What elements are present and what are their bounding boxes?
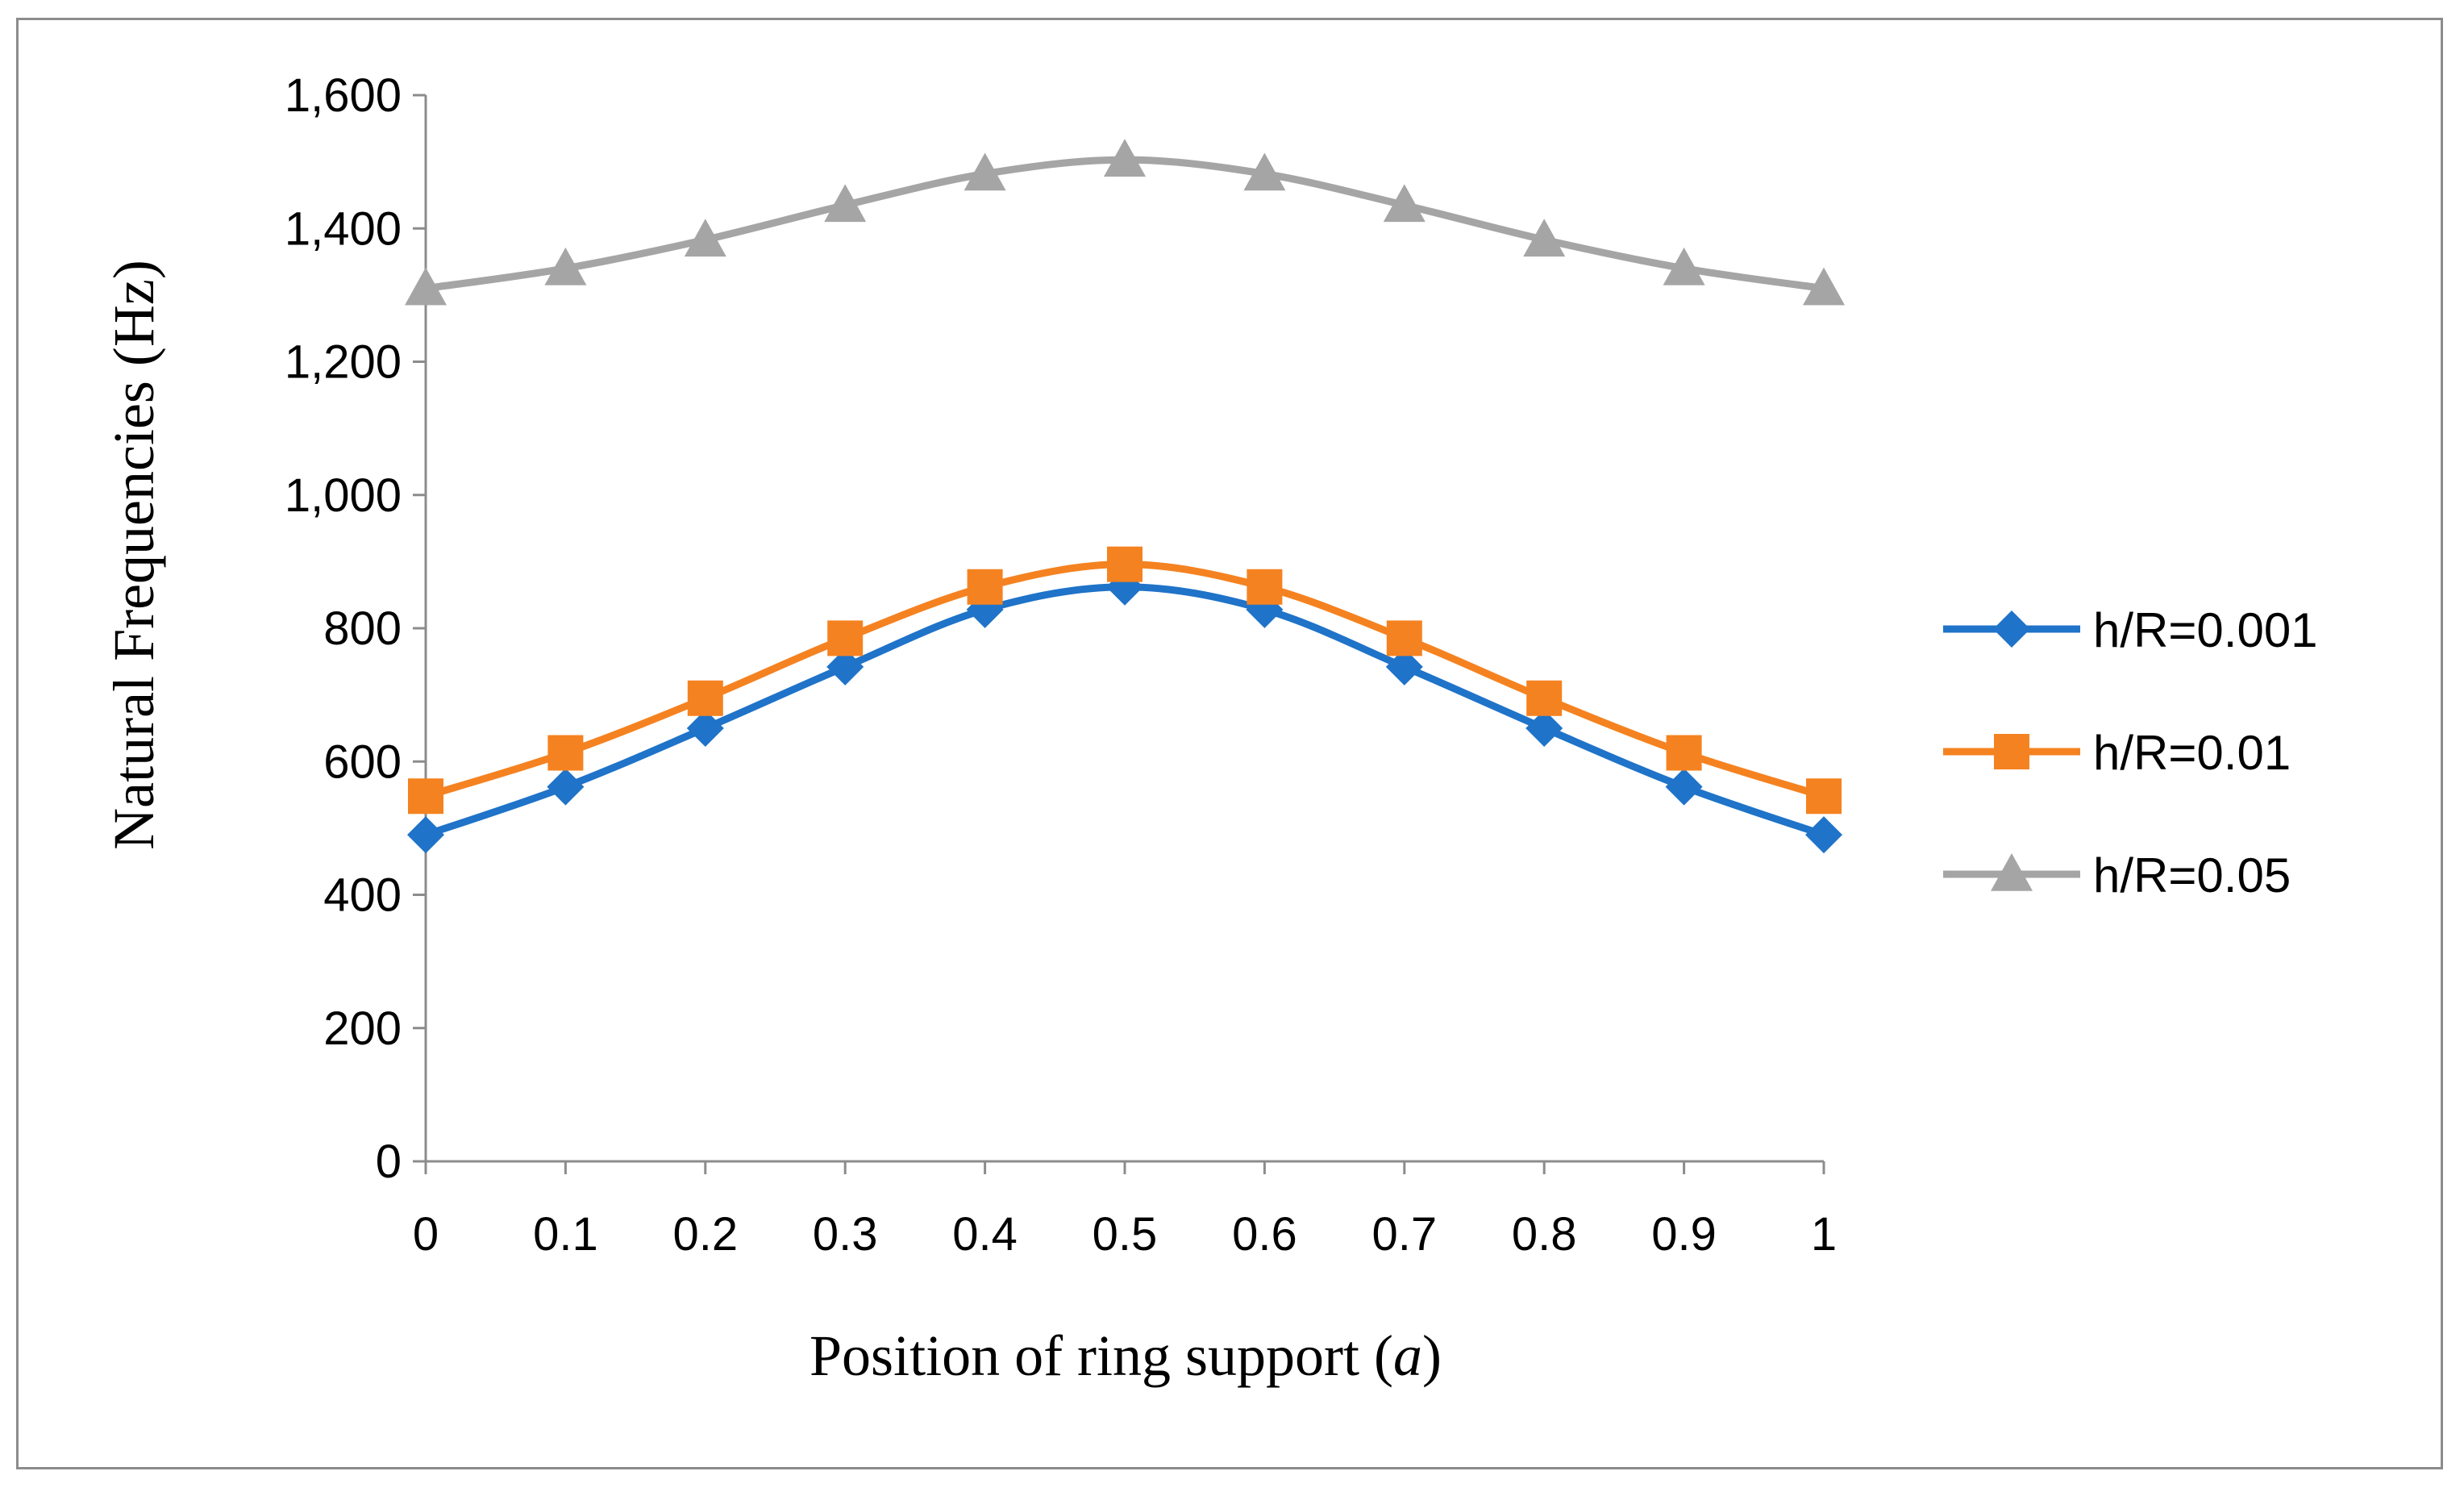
data-point (1107, 546, 1143, 582)
data-point (407, 816, 444, 854)
chart-frame (16, 18, 2443, 1469)
y-tick-label: 200 (323, 1002, 402, 1055)
data-point (1665, 768, 1703, 806)
data-point (547, 768, 585, 806)
y-tick-label: 1,200 (285, 336, 402, 389)
legend-label: h/R=0.001 (2093, 603, 2318, 657)
x-axis-title-close: ) (1422, 1323, 1442, 1388)
data-point (1523, 219, 1566, 257)
series-line (424, 583, 1825, 839)
y-tick-label: 800 (323, 602, 402, 655)
x-axis-title-variable: a (1393, 1323, 1422, 1388)
y-axis-ticks: 0 200 400 600 800 1,000 1,200 1,400 1,600 (285, 69, 426, 1188)
data-point (1805, 816, 1842, 854)
x-tick-label: 0.9 (1651, 1208, 1717, 1261)
data-point (1525, 709, 1563, 747)
x-tick-label: 0.6 (1232, 1208, 1297, 1261)
y-tick-label: 600 (323, 736, 402, 788)
series-layer (405, 139, 1845, 854)
legend-label: h/R=0.05 (2093, 848, 2291, 902)
legend: h/R=0.001 h/R=0.01 h/R=0.05 (1943, 603, 2318, 902)
y-tick-label: 1,600 (285, 69, 402, 122)
data-point (1247, 569, 1283, 605)
data-point (967, 569, 1003, 605)
y-tick-label: 0 (376, 1136, 402, 1188)
data-point (544, 247, 587, 285)
data-point (1383, 184, 1426, 223)
data-point (687, 680, 723, 716)
data-point (684, 219, 726, 257)
data-point (824, 184, 867, 223)
data-point (1386, 620, 1422, 656)
data-point (1385, 648, 1423, 686)
legend-marker (1993, 611, 2030, 648)
x-tick-label: 0.8 (1512, 1208, 1577, 1261)
data-point (1663, 247, 1705, 285)
legend-label: h/R=0.01 (2093, 726, 2291, 780)
x-tick-label: 0.5 (1093, 1208, 1158, 1261)
data-point (1243, 152, 1286, 191)
data-point (1803, 267, 1845, 306)
data-point (1526, 680, 1563, 716)
data-point (1806, 778, 1842, 815)
x-tick-label: 0 (413, 1208, 439, 1261)
x-axis-ticks: 0 0.1 0.2 0.3 0.4 0.5 0.6 0.7 0.8 0.9 1 (413, 1161, 1837, 1261)
x-axis-title-text: Position of ring support ( (810, 1323, 1393, 1388)
legend-item: h/R=0.001 (1943, 603, 2318, 657)
series-h-R-0-001 (407, 568, 1842, 854)
series-h-R-0-01 (408, 546, 1842, 815)
data-point (827, 620, 864, 656)
data-point (964, 152, 1006, 191)
data-point (547, 735, 584, 771)
data-point (686, 709, 724, 747)
y-tick-label: 1,400 (285, 202, 402, 255)
data-point (408, 778, 443, 815)
data-point (1104, 139, 1146, 177)
y-axis-title: Natural Frequencies (Hz) (102, 260, 166, 850)
legend-marker (1994, 734, 2029, 769)
legend-item: h/R=0.05 (1943, 848, 2291, 902)
x-tick-label: 0.4 (952, 1208, 1018, 1261)
x-tick-label: 0.1 (533, 1208, 598, 1261)
legend-item: h/R=0.01 (1943, 726, 2291, 780)
x-axis-title: Position of ring support (a) (810, 1323, 1442, 1388)
y-tick-label: 1,000 (285, 469, 402, 522)
data-point (405, 267, 447, 306)
data-point (826, 648, 864, 686)
y-tick-label: 400 (323, 869, 402, 922)
x-tick-label: 0.3 (813, 1208, 878, 1261)
x-tick-label: 0.2 (672, 1208, 738, 1261)
series-line (425, 156, 1825, 293)
series-h-R-0-05 (405, 139, 1845, 306)
x-tick-label: 0.7 (1371, 1208, 1437, 1261)
legend-marker (1991, 853, 2033, 891)
data-point (1666, 735, 1702, 771)
x-tick-label: 1 (1811, 1208, 1837, 1261)
